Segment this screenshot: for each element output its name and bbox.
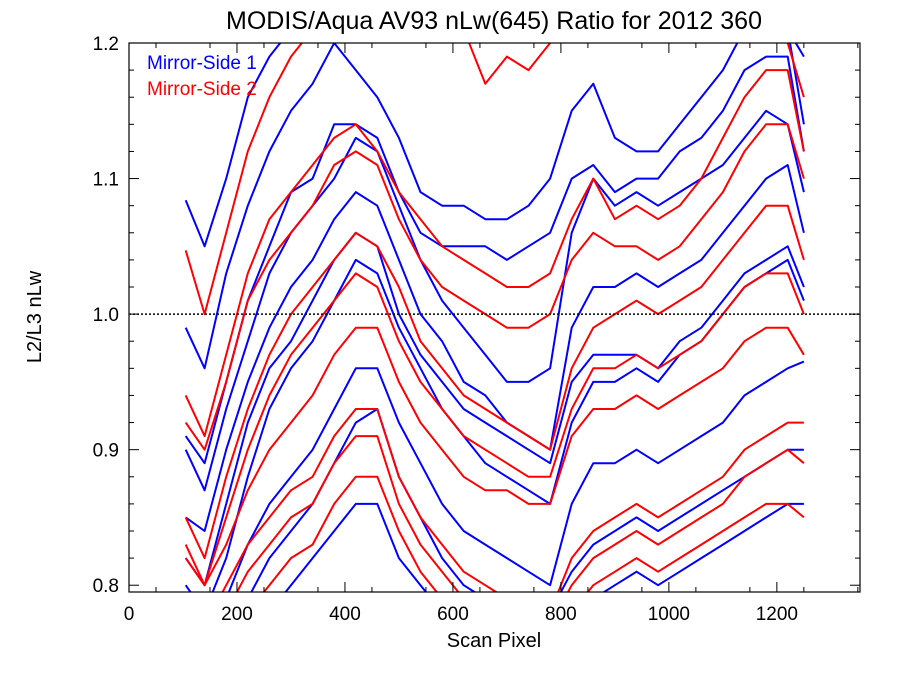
chart-title: MODIS/Aqua AV93 nLw(645) Ratio for 2012 … (226, 7, 762, 35)
series-2-line-7 (184, 326, 805, 587)
x-tick-label: 1200 (756, 604, 798, 625)
series-2-line-4 (184, 123, 805, 451)
legend-mirror-side-2: Mirror-Side 2 (147, 79, 257, 100)
y-axis-ticks: 0.8 0.9 1.0 1.1 1.2 (93, 34, 860, 597)
y-tick-label: 1.1 (93, 170, 119, 191)
series-1-line-1 (184, 43, 805, 248)
y-tick-label: 1.2 (93, 34, 119, 55)
y-tick-label: 0.8 (93, 576, 119, 597)
x-axis-label: Scan Pixel (447, 630, 542, 652)
series-2-line-8 (221, 408, 804, 592)
series-1-line-9 (250, 408, 804, 592)
x-tick-label: 200 (221, 604, 253, 625)
series-1-line-8 (227, 360, 805, 592)
y-tick-label: 0.9 (93, 441, 119, 462)
series-2-line-6 (184, 272, 805, 587)
series-1-line-10 (284, 502, 804, 592)
x-tick-label: 800 (545, 604, 577, 625)
series-2-line-1 (184, 43, 304, 316)
y-axis-label: L2/L3 nLw (24, 270, 46, 363)
x-tick-label: 600 (437, 604, 469, 625)
x-tick-label: 1000 (648, 604, 690, 625)
series-2-line-2 (468, 43, 805, 98)
series-1-line-4 (184, 109, 805, 492)
series-2-line-10 (262, 475, 805, 592)
x-tick-label: 400 (329, 604, 361, 625)
series-1-line-3 (184, 55, 805, 465)
series-1-line-2 (184, 43, 805, 370)
series-group (184, 43, 805, 592)
legend: Mirror-Side 1 Mirror-Side 2 (147, 53, 257, 100)
series-2-line-3 (184, 69, 805, 438)
y-tick-label: 1.0 (93, 305, 119, 326)
x-axis-ticks: 0 200 400 600 800 1000 1200 (124, 43, 859, 625)
x-tick-label: 0 (124, 604, 135, 625)
series-1-line-5 (185, 164, 805, 532)
series-2-line-5 (184, 204, 805, 560)
series-2-line-9 (235, 435, 805, 592)
plot-frame (128, 42, 861, 593)
series-1-line-6 (184, 231, 805, 587)
legend-mirror-side-1: Mirror-Side 1 (147, 53, 257, 74)
